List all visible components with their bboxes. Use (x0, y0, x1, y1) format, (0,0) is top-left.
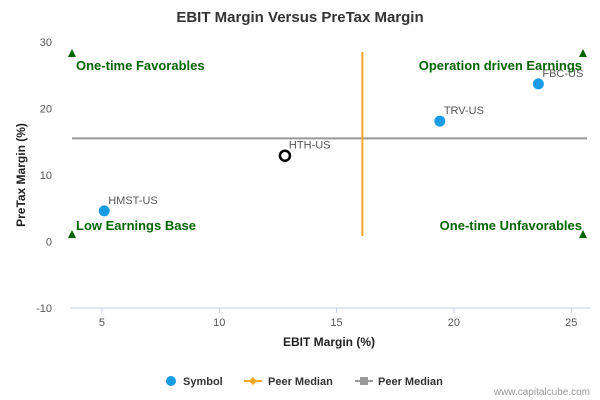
legend-item-peer-median-y[interactable]: Peer Median (355, 376, 443, 388)
legend-item-symbol[interactable]: Symbol (166, 376, 223, 388)
x-tick-label: 15 (330, 317, 342, 329)
y-tick-label: 20 (40, 104, 52, 116)
highlight-point-label: HTH-US (289, 140, 331, 152)
quadrant-marker-top-right (579, 49, 587, 57)
symbol-point (532, 78, 544, 90)
quadrant-marker-top-left (68, 49, 76, 57)
y-axis-label: PreTax Margin (%) (14, 123, 28, 227)
y-tick-label: -10 (36, 303, 52, 315)
quadrant-marker-bottom-right (579, 230, 587, 238)
axes: 5 10 15 20 25 -10 0 10 20 30 (36, 37, 590, 329)
quadrant-label-top-left: One-time Favorables (76, 58, 205, 73)
data-points: HMST-US TRV-US FBC-US HTH-US (98, 68, 583, 217)
x-axis-label: EBIT Margin (%) (283, 335, 375, 349)
legend-peer-median-x-diamond (249, 377, 257, 385)
legend-peer-median-y-square (360, 377, 368, 385)
quadrant-labels: One-time Favorables Operation driven Earn… (68, 49, 587, 238)
x-tick-label: 10 (213, 317, 225, 329)
quadrant-marker-bottom-left (68, 230, 76, 238)
symbol-point-label: FBC-US (542, 68, 583, 80)
y-tick-label: 10 (40, 170, 52, 182)
legend-symbol-marker (166, 376, 176, 386)
quadrant-label-top-right: Operation driven Earnings (419, 58, 582, 73)
y-tick-label: 0 (46, 237, 52, 249)
legend-peer-median-x-label: Peer Median (268, 376, 333, 388)
y-tick-label: 30 (40, 37, 52, 49)
credit-text: www.capitalcube.com (493, 387, 590, 398)
chart-title: EBIT Margin Versus PreTax Margin (176, 9, 423, 26)
highlight-point (278, 149, 292, 162)
legend-symbol-label: Symbol (183, 376, 223, 388)
legend: Symbol Peer Median Peer Median (166, 376, 443, 388)
x-tick-label: 25 (565, 317, 577, 329)
quadrant-label-bottom-right: One-time Unfavorables (440, 218, 582, 233)
x-tick-label: 5 (99, 317, 105, 329)
symbol-point (434, 115, 446, 127)
symbol-point (98, 205, 110, 217)
legend-peer-median-y-label: Peer Median (378, 376, 443, 388)
quadrant-label-bottom-left: Low Earnings Base (76, 218, 196, 233)
x-tick-label: 20 (448, 317, 460, 329)
symbol-point-label: TRV-US (444, 105, 484, 117)
legend-item-peer-median-x[interactable]: Peer Median (244, 376, 333, 388)
peer-median-lines (72, 52, 587, 236)
symbol-point-label: HMST-US (108, 195, 157, 207)
